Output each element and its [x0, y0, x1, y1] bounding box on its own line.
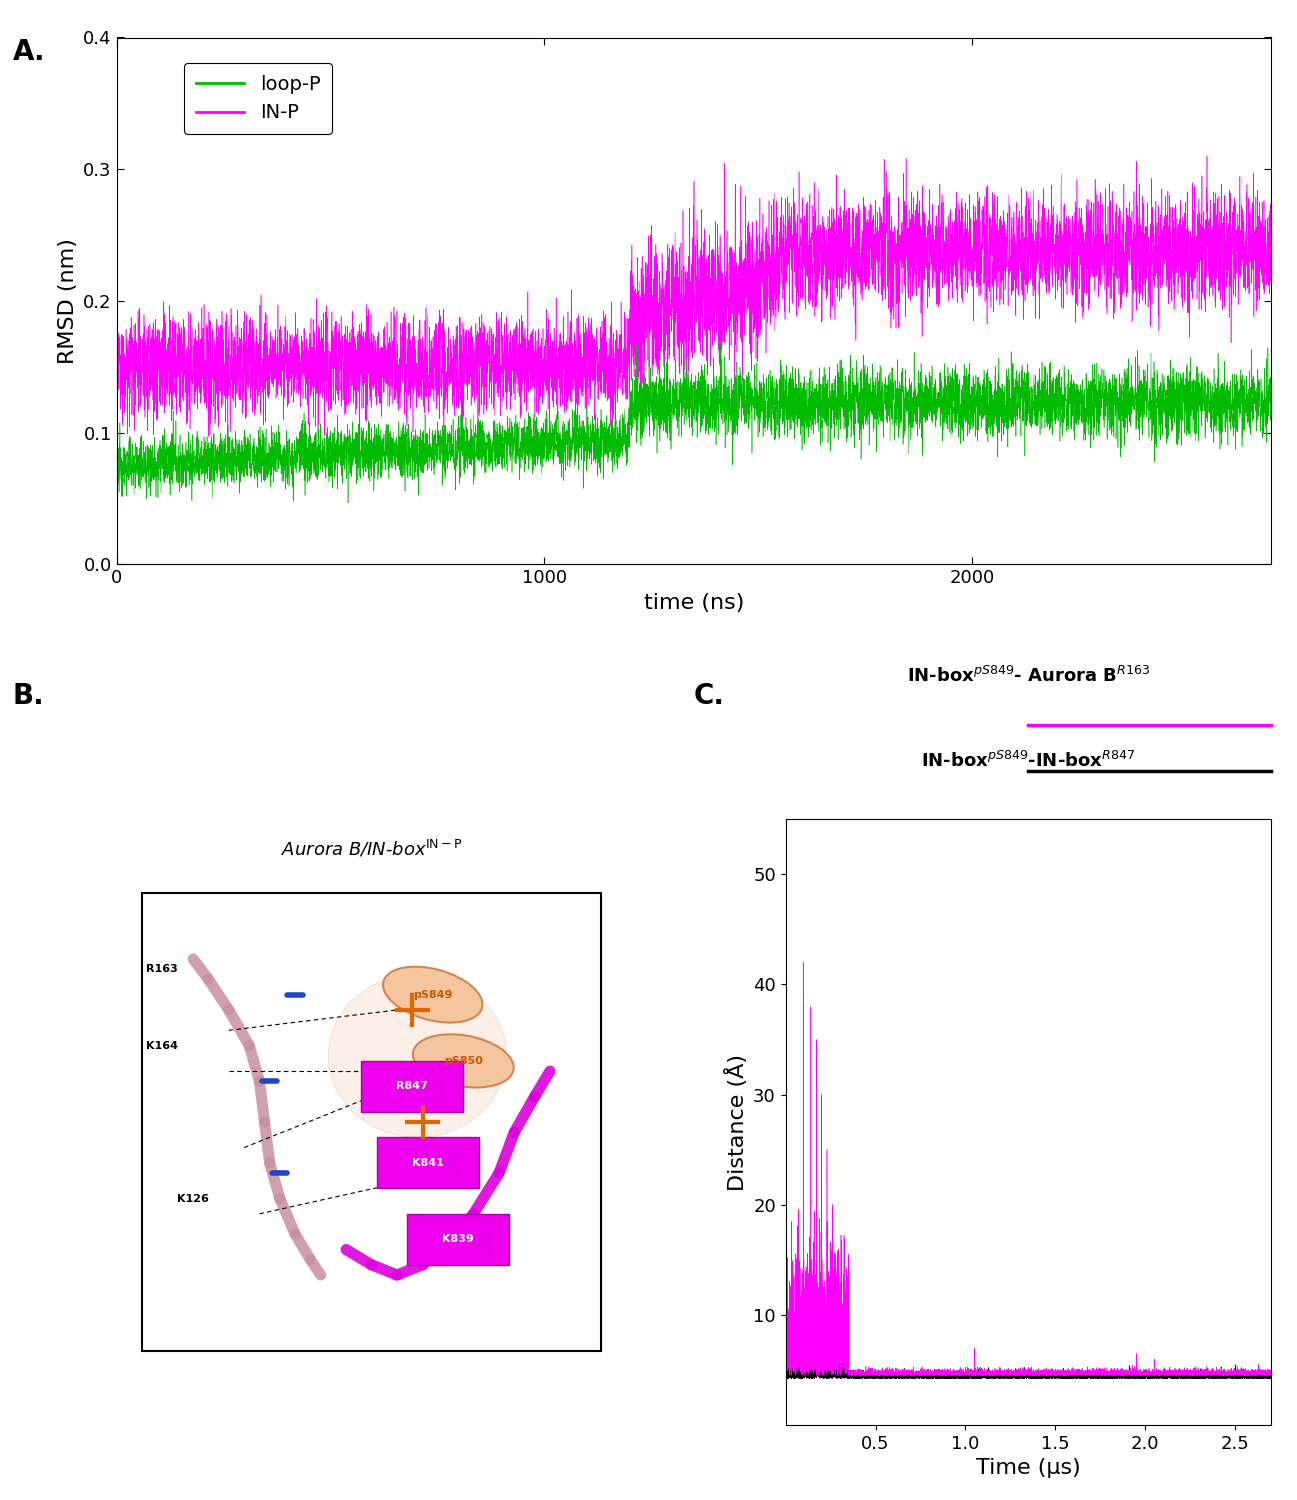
FancyBboxPatch shape [362, 1060, 463, 1112]
X-axis label: time (ns): time (ns) [643, 592, 744, 612]
Ellipse shape [328, 975, 507, 1137]
Text: K126: K126 [176, 1194, 209, 1203]
Ellipse shape [412, 1035, 514, 1088]
Y-axis label: Distance (Å): Distance (Å) [725, 1053, 747, 1191]
Text: K839: K839 [442, 1234, 475, 1245]
FancyBboxPatch shape [376, 1137, 479, 1188]
Text: pS849: pS849 [412, 990, 453, 999]
Text: R847: R847 [397, 1082, 428, 1092]
FancyBboxPatch shape [143, 892, 601, 1352]
Text: IN-box$^{pS849}$-IN-box$^{R847}$: IN-box$^{pS849}$-IN-box$^{R847}$ [921, 750, 1135, 771]
Text: IN-box$^{pS849}$- Aurora B$^{R163}$: IN-box$^{pS849}$- Aurora B$^{R163}$ [907, 666, 1150, 686]
Text: C.: C. [694, 682, 725, 711]
Text: B.: B. [13, 682, 44, 711]
Text: K841: K841 [411, 1158, 444, 1168]
Text: Aurora B/IN-box$^{\rm IN-P}$: Aurora B/IN-box$^{\rm IN-P}$ [280, 839, 463, 860]
Ellipse shape [383, 966, 482, 1023]
Text: K164: K164 [145, 1041, 178, 1050]
FancyBboxPatch shape [407, 1214, 510, 1264]
Legend: loop-P, IN-P: loop-P, IN-P [184, 63, 332, 134]
Text: R163: R163 [147, 964, 178, 974]
Text: A.: A. [13, 38, 45, 66]
X-axis label: Time (μs): Time (μs) [975, 1458, 1080, 1479]
Y-axis label: RMSD (nm): RMSD (nm) [58, 238, 78, 364]
Text: pS850: pS850 [444, 1056, 482, 1066]
